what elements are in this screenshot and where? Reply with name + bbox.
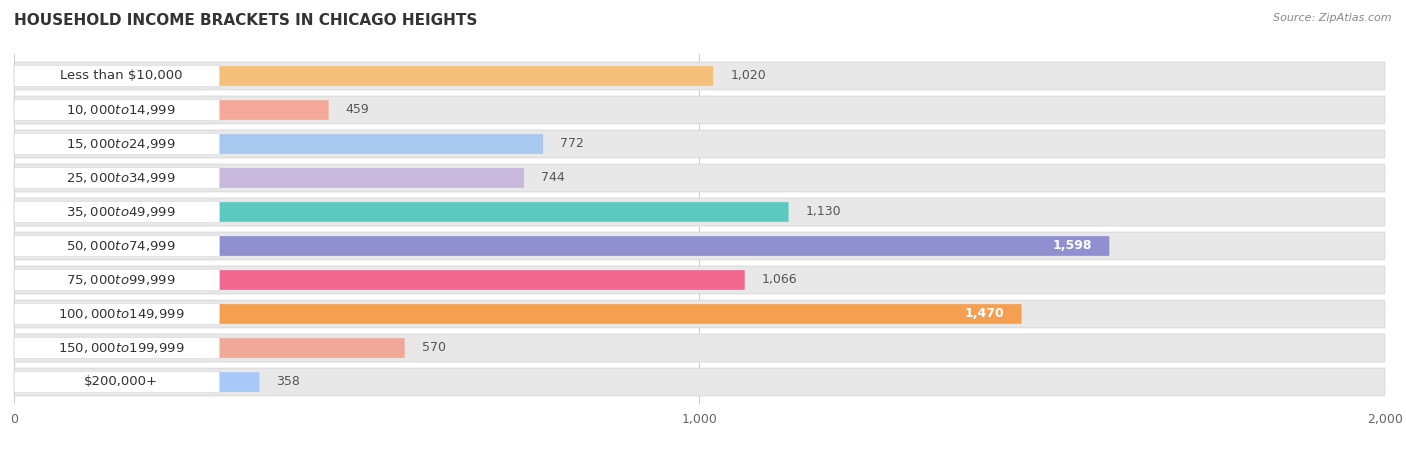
FancyBboxPatch shape [14,167,219,189]
FancyBboxPatch shape [14,303,219,325]
FancyBboxPatch shape [14,270,745,290]
Text: 358: 358 [277,375,301,388]
FancyBboxPatch shape [14,266,1385,294]
FancyBboxPatch shape [14,304,1022,324]
FancyBboxPatch shape [14,96,1385,124]
FancyBboxPatch shape [14,133,219,155]
Text: Less than $10,000: Less than $10,000 [59,70,183,83]
FancyBboxPatch shape [14,338,405,358]
FancyBboxPatch shape [14,130,1385,158]
Text: $25,000 to $34,999: $25,000 to $34,999 [66,171,176,185]
FancyBboxPatch shape [14,66,713,86]
Text: $35,000 to $49,999: $35,000 to $49,999 [66,205,176,219]
Text: 772: 772 [561,137,585,150]
Text: Source: ZipAtlas.com: Source: ZipAtlas.com [1274,13,1392,23]
FancyBboxPatch shape [14,100,329,120]
Text: 744: 744 [541,172,565,185]
Text: 1,020: 1,020 [730,70,766,83]
Text: $75,000 to $99,999: $75,000 to $99,999 [66,273,176,287]
Text: $15,000 to $24,999: $15,000 to $24,999 [66,137,176,151]
FancyBboxPatch shape [14,372,260,392]
Text: $150,000 to $199,999: $150,000 to $199,999 [58,341,184,355]
FancyBboxPatch shape [14,202,789,222]
FancyBboxPatch shape [14,236,1109,256]
Text: $100,000 to $149,999: $100,000 to $149,999 [58,307,184,321]
FancyBboxPatch shape [14,371,219,393]
FancyBboxPatch shape [14,337,219,359]
FancyBboxPatch shape [14,201,219,223]
FancyBboxPatch shape [14,62,1385,90]
Text: HOUSEHOLD INCOME BRACKETS IN CHICAGO HEIGHTS: HOUSEHOLD INCOME BRACKETS IN CHICAGO HEI… [14,13,478,28]
FancyBboxPatch shape [14,235,219,257]
FancyBboxPatch shape [14,368,1385,396]
FancyBboxPatch shape [14,99,219,121]
FancyBboxPatch shape [14,232,1385,260]
FancyBboxPatch shape [14,198,1385,226]
FancyBboxPatch shape [14,164,1385,192]
Text: $10,000 to $14,999: $10,000 to $14,999 [66,103,176,117]
FancyBboxPatch shape [14,65,219,87]
Text: 1,598: 1,598 [1053,239,1092,252]
Text: 570: 570 [422,342,446,355]
FancyBboxPatch shape [14,269,219,291]
FancyBboxPatch shape [14,134,543,154]
Text: $200,000+: $200,000+ [84,375,157,388]
Text: 459: 459 [346,103,370,116]
FancyBboxPatch shape [14,300,1385,328]
Text: 1,130: 1,130 [806,206,841,219]
Text: 1,066: 1,066 [762,273,797,286]
Text: $50,000 to $74,999: $50,000 to $74,999 [66,239,176,253]
FancyBboxPatch shape [14,334,1385,362]
Text: 1,470: 1,470 [965,308,1004,321]
FancyBboxPatch shape [14,168,524,188]
